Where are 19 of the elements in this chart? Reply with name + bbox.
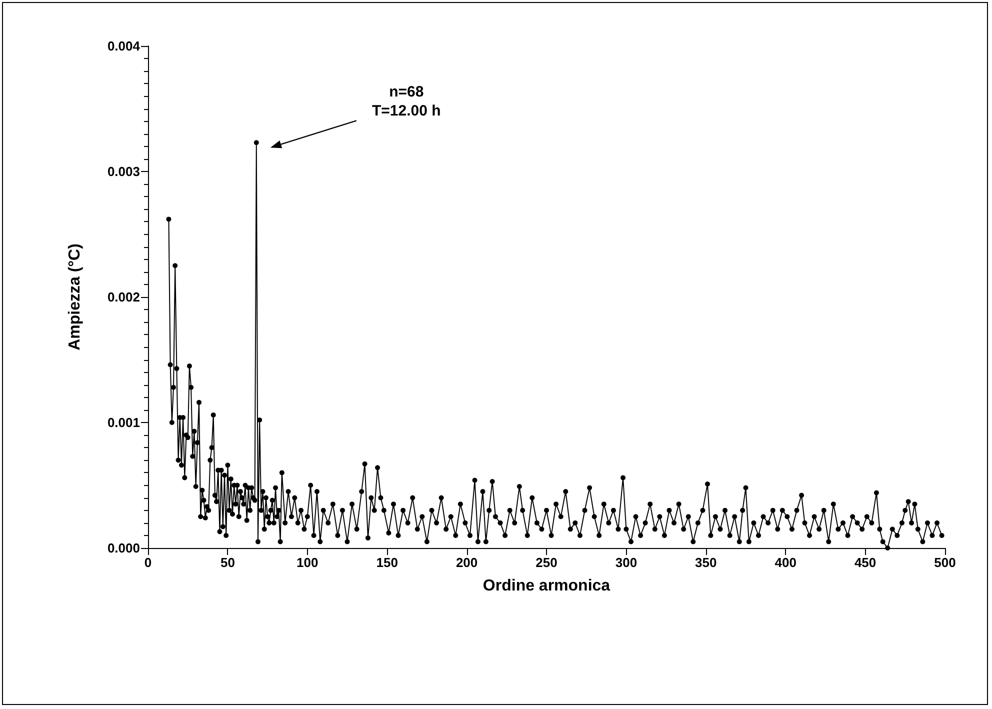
- x-tick-label: 300: [615, 555, 638, 570]
- y-tick-label: 0.001: [107, 415, 140, 430]
- x-tick-label: 50: [220, 555, 235, 570]
- x-tick-label: 150: [376, 555, 398, 570]
- x-tick-label: 450: [854, 555, 876, 570]
- x-tick-label: 350: [695, 555, 717, 570]
- x-tick-label: 200: [456, 555, 478, 570]
- annotation: n=68 T=12.00 h: [372, 84, 441, 120]
- y-tick-label: 0.002: [107, 290, 140, 304]
- x-tick-label: 250: [536, 555, 558, 570]
- y-tick-label: 0.003: [107, 164, 140, 179]
- x-axis-title: Ordine armonica: [482, 578, 610, 594]
- x-tick-label: 0: [144, 555, 152, 570]
- x-tick-label: 400: [774, 555, 796, 570]
- x-tick-label: 500: [934, 555, 956, 570]
- y-tick-label: 0.000: [107, 540, 140, 556]
- y-tick-label: 0.004: [107, 38, 141, 54]
- x-tick-label: 100: [296, 555, 318, 570]
- y-axis-title: Ampiezza (°C): [66, 244, 84, 350]
